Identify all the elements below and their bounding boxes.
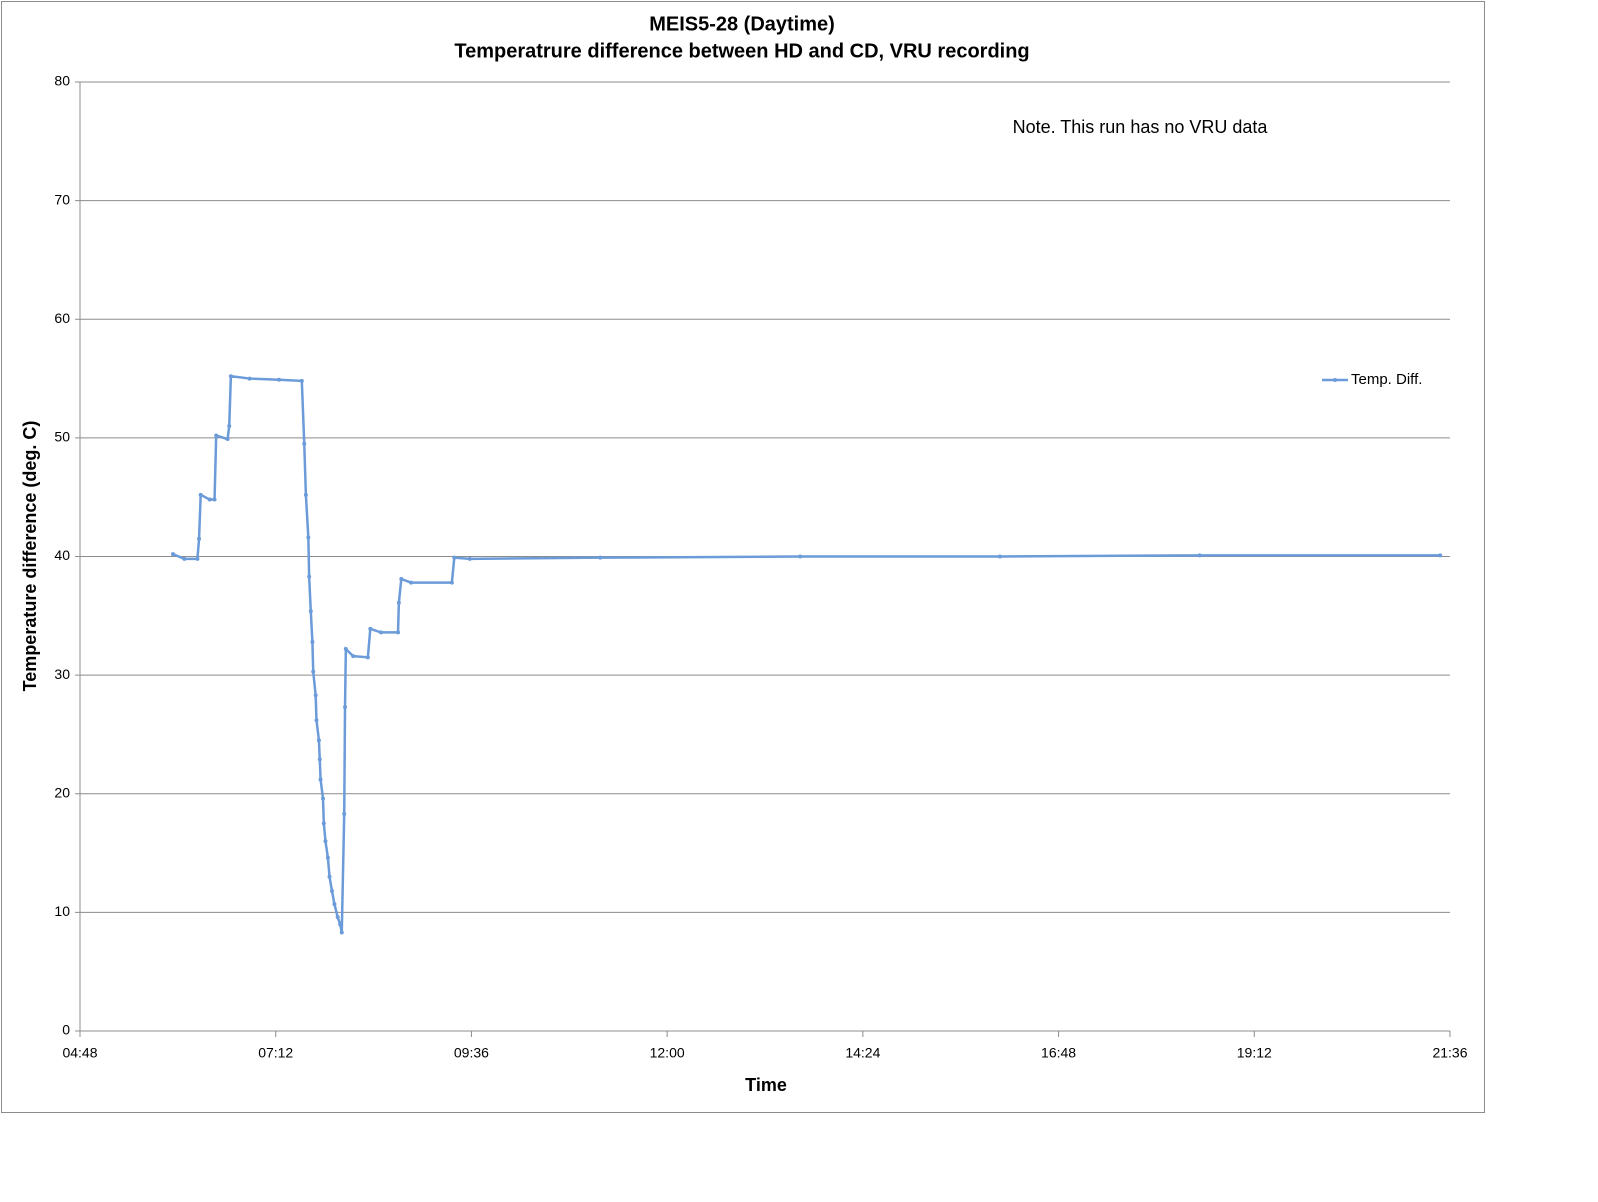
- data-point: [276, 377, 281, 382]
- data-point: [307, 574, 312, 579]
- x-tick-label: 07:12: [258, 1045, 293, 1061]
- data-point: [170, 552, 175, 557]
- y-tick-label: 40: [54, 547, 70, 563]
- data-point: [197, 536, 202, 541]
- x-tick-label: 04:48: [62, 1045, 97, 1061]
- y-tick-label: 10: [54, 903, 70, 919]
- data-point: [317, 757, 322, 762]
- data-point: [299, 378, 304, 383]
- data-point: [449, 580, 454, 585]
- data-point: [325, 855, 330, 860]
- y-tick-label: 30: [54, 666, 70, 682]
- data-point: [997, 554, 1002, 559]
- x-tick-label: 14:24: [845, 1045, 880, 1061]
- data-point: [321, 796, 326, 801]
- x-axis-label: Time: [745, 1075, 787, 1095]
- chart-subtitle: Temperatrure difference between HD and C…: [454, 40, 1029, 62]
- data-point: [195, 556, 200, 561]
- data-point: [343, 647, 348, 652]
- data-point: [323, 839, 328, 844]
- y-tick-label: 0: [62, 1022, 70, 1038]
- data-point: [318, 777, 323, 782]
- data-point: [339, 930, 344, 935]
- data-point: [225, 437, 230, 442]
- data-point: [396, 600, 401, 605]
- data-point: [308, 609, 313, 614]
- y-tick-label: 70: [54, 191, 70, 207]
- data-point: [342, 811, 347, 816]
- data-point: [1438, 553, 1443, 558]
- data-point: [311, 669, 316, 674]
- y-tick-label: 60: [54, 310, 70, 326]
- x-tick-label: 19:12: [1237, 1045, 1272, 1061]
- data-point: [302, 441, 307, 446]
- chart-title: MEIS5-28 (Daytime): [649, 13, 835, 35]
- data-point: [327, 874, 332, 879]
- data-point: [303, 492, 308, 497]
- data-point: [314, 718, 319, 723]
- data-point: [338, 922, 343, 927]
- y-axis-label: Temperature difference (deg. C): [20, 421, 40, 692]
- x-tick-label: 21:36: [1432, 1045, 1467, 1061]
- data-point: [598, 555, 603, 560]
- data-point: [316, 738, 321, 743]
- annotation: Note. This run has no VRU data: [1013, 117, 1269, 137]
- data-point: [335, 915, 340, 920]
- data-point: [396, 630, 401, 635]
- x-tick-label: 09:36: [454, 1045, 489, 1061]
- data-point: [227, 424, 232, 429]
- data-point: [378, 630, 383, 635]
- data-point: [313, 693, 318, 698]
- y-tick-label: 20: [54, 784, 70, 800]
- x-tick-label: 12:00: [650, 1045, 685, 1061]
- data-point: [306, 535, 311, 540]
- data-point: [247, 376, 252, 381]
- data-point: [214, 433, 219, 438]
- legend-marker: [1333, 378, 1337, 382]
- data-point: [409, 580, 414, 585]
- data-point: [467, 556, 472, 561]
- data-point: [228, 374, 233, 379]
- data-point: [321, 821, 326, 826]
- data-point: [368, 626, 373, 631]
- data-point: [332, 902, 337, 907]
- data-point: [399, 577, 404, 582]
- data-point: [343, 705, 348, 710]
- data-point: [452, 555, 457, 560]
- data-point: [310, 639, 315, 644]
- data-point: [212, 497, 217, 502]
- data-point: [1197, 553, 1202, 558]
- data-point: [329, 889, 334, 894]
- data-point: [351, 654, 356, 659]
- data-point: [365, 655, 370, 660]
- data-point: [182, 556, 187, 561]
- data-point: [798, 554, 803, 559]
- data-point: [207, 497, 212, 502]
- data-point: [198, 492, 203, 497]
- y-tick-label: 50: [54, 429, 70, 445]
- x-tick-label: 16:48: [1041, 1045, 1076, 1061]
- legend-label: Temp. Diff.: [1351, 371, 1422, 388]
- y-tick-label: 80: [54, 73, 70, 89]
